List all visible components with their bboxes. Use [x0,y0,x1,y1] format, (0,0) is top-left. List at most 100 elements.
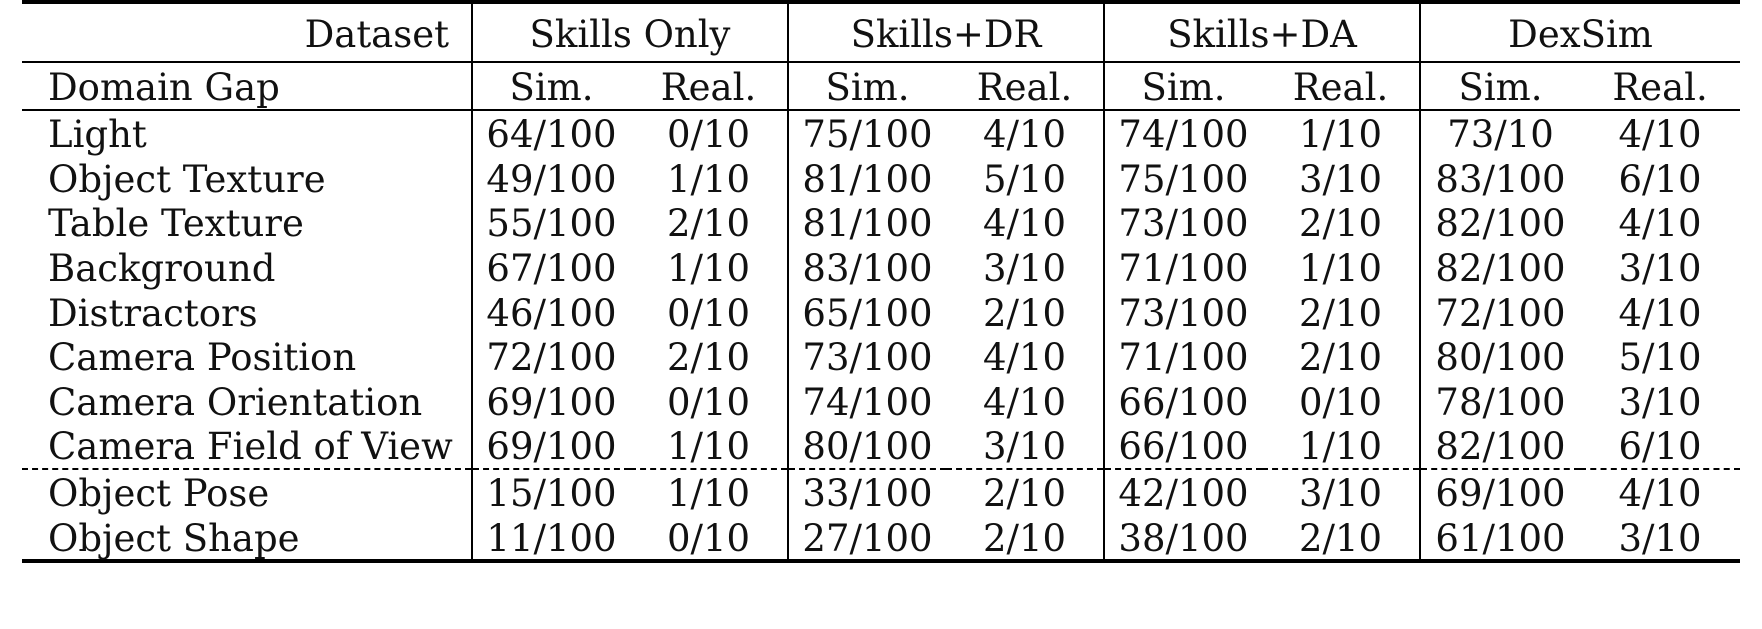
real-score-cell: 3/10 [1262,467,1421,515]
real-score-cell: 3/10 [1298,157,1383,201]
row-label: Background [48,247,276,291]
method-header-dexsim: DexSim [1419,2,1741,62]
real-score-cell: 1/10 [1298,425,1383,469]
real-score-cell: 3/10 [1618,380,1702,424]
sim-score-cell: 38/100 [1103,514,1263,561]
real-score-cell: 0/10 [666,291,751,335]
row-label: Object Shape [48,516,300,560]
real-score-cell: 6/10 [1618,157,1702,201]
table-row: Object Pose 15/100 1/10 33/100 2/10 42/100 3/1… [22,467,1741,515]
sim-score-cell: 67/100 [471,244,630,290]
sim-score-cell: 82/100 [1419,244,1581,290]
sim-score-cell: 55/100 [471,200,630,245]
real-score-cell: 2/10 [982,516,1067,560]
header-row-splits: Domain Gap Sim. Real. Sim. Real. Sim. Re… [22,61,1741,110]
table-row: Table Texture 55/100 2/10 81/100 4/10 73/100 2… [22,200,1740,245]
sim-score-cell: 27/100 [787,514,947,561]
real-score-cell: 0/10 [630,109,789,156]
sim-score-cell: 75/100 [787,109,947,156]
real-score-cell: 4/10 [982,202,1067,246]
table-row: Camera Position 72/100 2/10 73/100 4/10 71/10… [22,333,1740,380]
real-score-cell: 1/10 [666,247,751,291]
sub-header-real: Real. [1580,61,1741,110]
real-score-cell: 1/10 [666,157,751,201]
real-score-cell: 4/10 [982,336,1067,380]
real-score-cell: 4/10 [1618,291,1702,335]
row-label: Distractors [48,291,258,335]
real-score-cell: 2/10 [1298,202,1383,246]
dataset-header: Dataset [304,12,449,56]
row-label: Camera Orientation [48,380,423,424]
real-score-cell: 1/10 [1262,109,1421,156]
real-score-cell: 2/10 [946,467,1105,515]
real-score-cell: 2/10 [982,291,1067,335]
real-score-cell: 4/10 [982,380,1067,424]
sim-score-cell: 42/100 [1103,467,1263,515]
sim-score-cell: 73/100 [1103,200,1263,245]
sim-score-cell: 33/100 [787,467,947,515]
sim-score-cell: 69/100 [471,378,630,424]
sim-score-cell: 66/100 [1103,423,1263,469]
sim-score-cell: 72/100 [1419,289,1581,334]
row-label: Camera Field of View [48,425,453,469]
sim-score-cell: 46/100 [471,289,630,334]
sim-score-cell: 74/100 [787,378,947,424]
sim-score-cell: 66/100 [1103,378,1263,424]
table-body: Light 64/100 0/10 75/100 4/10 74/100 1/10 73/10… [22,109,1741,561]
sim-score-cell: 11/100 [471,514,630,561]
domain-gap-header: Domain Gap [22,61,472,110]
sim-score-cell: 49/100 [471,155,630,201]
real-score-cell: 2/10 [1298,516,1383,560]
sub-header-sim: Sim. [787,61,947,110]
sim-score-cell: 80/100 [1419,333,1581,379]
real-score-cell: 4/10 [1580,467,1741,515]
real-score-cell: 2/10 [666,202,751,246]
sim-score-cell: 15/100 [471,467,630,515]
sim-score-cell: 75/100 [1103,155,1263,201]
sim-score-cell: 80/100 [787,423,947,469]
real-score-cell: 3/10 [982,425,1067,469]
method-header-skills-da: Skills+DA [1103,2,1421,62]
row-label: Light [22,109,472,156]
sim-score-cell: 71/100 [1103,244,1263,290]
sub-header-real: Real. [946,61,1105,110]
sim-score-cell: 72/100 [471,333,630,379]
real-score-cell: 4/10 [1580,109,1741,156]
sub-header-real: Real. [1262,61,1421,110]
sub-header-real: Real. [630,61,789,110]
real-score-cell: 6/10 [1618,425,1702,469]
real-score-cell: 0/10 [1298,380,1383,424]
sim-score-cell: 69/100 [471,423,630,469]
table-row: Object Texture 49/100 1/10 81/100 5/10 75/100… [22,155,1740,201]
sim-score-cell: 78/100 [1419,378,1581,424]
sim-score-cell: 83/100 [1419,155,1581,201]
row-label: Camera Position [48,336,357,380]
sim-score-cell: 73/100 [787,333,947,379]
sim-score-cell: 74/100 [1103,109,1263,156]
real-score-cell: 2/10 [1298,291,1383,335]
real-score-cell: 3/10 [1618,247,1702,291]
sub-header-sim: Sim. [1419,61,1581,110]
table-row: Camera Orientation 69/100 0/10 74/100 4/10 66… [22,378,1740,424]
table-row: Camera Field of View 69/100 1/10 80/100 3/10… [22,423,1740,469]
real-score-cell: 0/10 [666,380,751,424]
method-header-skills-dr: Skills+DR [787,2,1105,62]
sim-score-cell: 65/100 [787,289,947,334]
real-score-cell: 0/10 [666,516,751,560]
real-score-cell: 3/10 [982,247,1067,291]
sub-header-sim: Sim. [1103,61,1263,110]
real-score-cell: 1/10 [666,425,751,469]
method-header-skills-only: Skills Only [470,2,789,62]
table-row: Light 64/100 0/10 75/100 4/10 74/100 1/10 73/10… [22,109,1741,156]
table-row: Object Shape 11/100 0/10 27/100 2/10 38/100 2/… [22,514,1740,561]
row-label: Table Texture [48,202,304,246]
sim-score-cell: 83/100 [787,244,947,290]
real-score-cell: 3/10 [1618,516,1702,560]
sim-score-cell: 64/100 [471,109,630,156]
real-score-cell: 2/10 [1298,336,1383,380]
sim-score-cell: 73/100 [1103,289,1263,334]
sim-score-cell: 71/100 [1103,333,1263,379]
sim-score-cell: 81/100 [787,155,947,201]
real-score-cell: 4/10 [946,109,1105,156]
